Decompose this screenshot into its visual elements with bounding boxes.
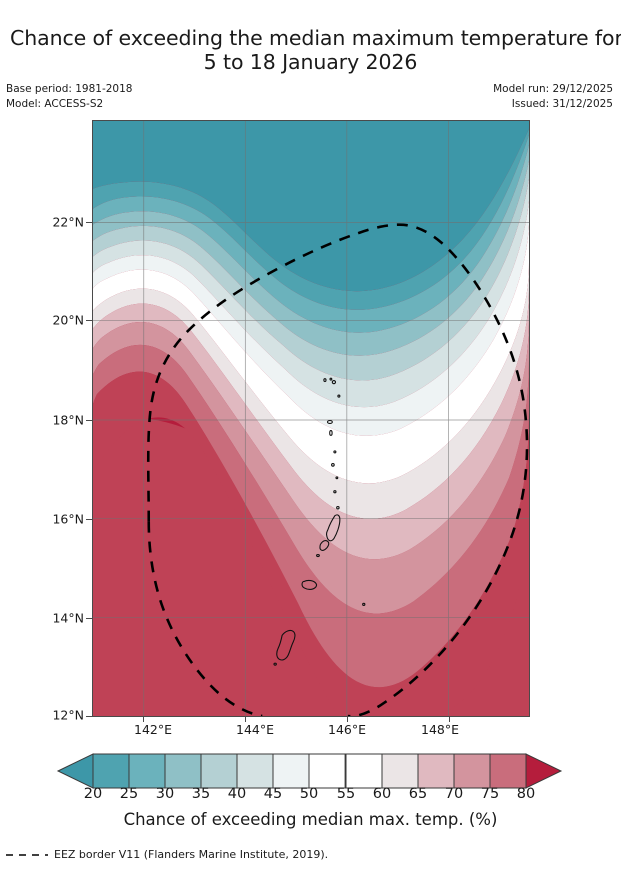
page-title: Chance of exceeding the median maximum t… — [0, 26, 621, 74]
map-gridlines — [93, 121, 529, 716]
ytick-16N: 16°N — [52, 511, 84, 527]
xtick-142E: 142°E — [133, 722, 173, 737]
ytick-mark-16N — [86, 519, 92, 520]
xtick-mark-142E — [143, 717, 144, 722]
ytick-12N: 12°N — [52, 707, 84, 723]
colorbar-tick-50: 50 — [299, 786, 319, 802]
xtick-mark-144E — [245, 717, 246, 722]
xtick-144E: 144°E — [235, 722, 275, 737]
model-run-text: Model run: 29/12/2025 — [493, 83, 613, 95]
colorbar-tick-20: 20 — [83, 786, 103, 802]
contour-bands — [93, 121, 529, 716]
xtick-mark-146E — [347, 717, 348, 722]
ytick-mark-12N — [86, 716, 92, 717]
ytick-22N: 22°N — [52, 214, 84, 230]
xtick-148E: 148°E — [420, 722, 460, 737]
colorbar-tick-60: 60 — [372, 786, 392, 802]
colorbar-tick-75: 75 — [480, 786, 500, 802]
eez-dash-swatch-icon — [6, 853, 48, 856]
colorbar-axis-label: Chance of exceeding median max. temp. (%… — [123, 810, 498, 829]
colorbar-tick-80: 80 — [516, 786, 536, 802]
ytick-20N: 20°N — [52, 312, 84, 328]
footer-legend-text: EEZ border V11 (Flanders Marine Institut… — [54, 848, 329, 861]
ytick-mark-14N — [86, 618, 92, 619]
colorbar-svg — [56, 753, 563, 789]
base-period-text: Base period: 1981-2018 — [6, 83, 133, 95]
title-line-1: Chance of exceeding the median maximum t… — [10, 26, 621, 50]
colorbar[interactable] — [0, 752, 621, 798]
colorbar-tick-70: 70 — [444, 786, 464, 802]
xtick-mark-148E — [449, 717, 450, 722]
xtick-146E: 146°E — [327, 722, 367, 737]
colorbar-tick-45: 45 — [263, 786, 283, 802]
ytick-mark-22N — [86, 222, 92, 223]
metadata-right: Model run: 29/12/2025 Issued: 31/12/2025 — [493, 82, 613, 112]
ytick-14N: 14°N — [52, 610, 84, 626]
title-line-2: 5 to 18 January 2026 — [203, 50, 418, 75]
colorbar-tick-35: 35 — [191, 786, 211, 802]
colorbar-tick-25: 25 — [119, 786, 139, 802]
issued-text: Issued: 31/12/2025 — [511, 98, 613, 111]
map-plot-area[interactable]: © Commonwealth of Australia 2025, Bureau… — [92, 120, 530, 717]
footer-legend: EEZ border V11 (Flanders Marine Institut… — [5, 848, 328, 861]
island-outlines — [273, 377, 366, 666]
colorbar-segments — [56, 753, 563, 789]
contour-map-svg — [93, 121, 529, 716]
model-text: Model: ACCESS-S2 — [6, 98, 104, 111]
ytick-18N: 18°N — [52, 412, 84, 428]
colorbar-tick-55: 55 — [336, 786, 356, 802]
colorbar-tick-30: 30 — [155, 786, 175, 802]
eez-border-line — [146, 223, 529, 716]
colorbar-tick-65: 65 — [408, 786, 428, 802]
ytick-mark-20N — [86, 320, 92, 321]
eez-border-line-lower — [147, 521, 263, 716]
ytick-mark-18N — [86, 420, 92, 421]
metadata-left: Base period: 1981-2018 Model: ACCESS-S2 — [6, 82, 132, 112]
colorbar-tick-40: 40 — [227, 786, 247, 802]
